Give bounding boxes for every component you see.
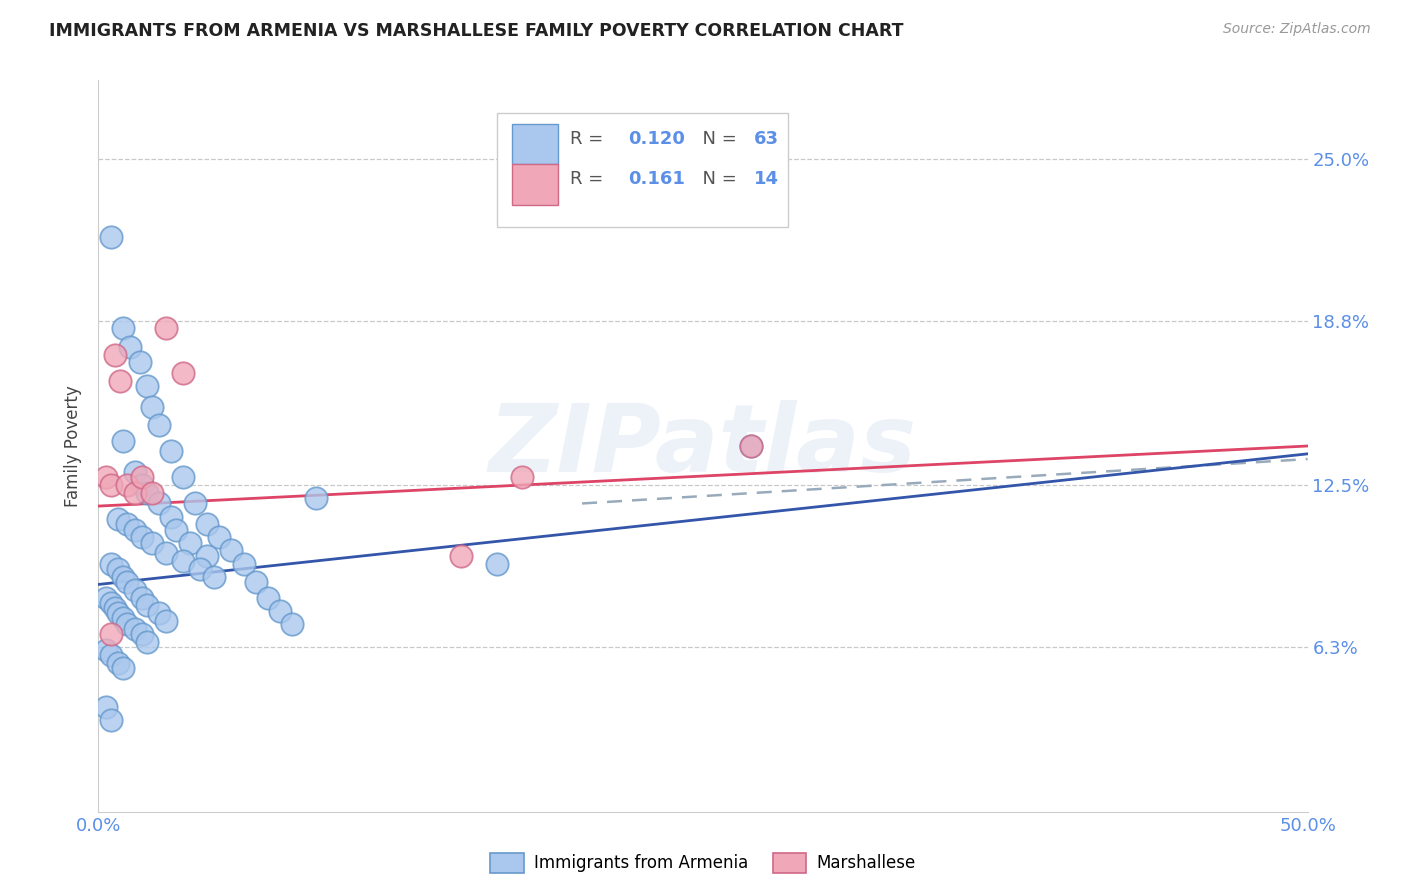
FancyBboxPatch shape [512,164,558,204]
Point [204,569,226,583]
Y-axis label: Family Poverty: Family Poverty [65,385,83,507]
Point [160,444,183,458]
Point [510,470,533,484]
Point [179,535,201,549]
Point [195,517,218,532]
Text: N =: N = [690,130,742,148]
Point [111,569,134,583]
Point [128,355,150,369]
Point [104,348,127,362]
Text: 0.120: 0.120 [628,130,685,148]
Point [124,622,146,636]
Text: R =: R = [569,170,609,188]
FancyBboxPatch shape [498,113,787,227]
Point [232,557,254,571]
FancyBboxPatch shape [512,124,558,164]
Point [111,611,134,625]
Point [188,562,211,576]
Text: 0.161: 0.161 [628,170,685,188]
Point [131,591,153,605]
Point [131,478,153,492]
Point [155,546,177,560]
Point [117,616,139,631]
Point [107,656,129,670]
Point [94,591,117,605]
Point [100,648,122,662]
Point [195,549,218,563]
Point [124,582,146,597]
Point [107,606,129,620]
Point [155,614,177,628]
Point [117,517,139,532]
Point [135,486,157,500]
Point [111,434,134,448]
Point [450,549,472,563]
Text: IMMIGRANTS FROM ARMENIA VS MARSHALLESE FAMILY POVERTY CORRELATION CHART: IMMIGRANTS FROM ARMENIA VS MARSHALLESE F… [49,22,904,40]
Point [245,574,267,589]
Text: R =: R = [569,130,609,148]
Text: ZIPatlas: ZIPatlas [489,400,917,492]
Point [148,496,170,510]
Text: 14: 14 [754,170,779,188]
Point [184,496,207,510]
Point [104,601,127,615]
Point [100,714,122,728]
Point [135,599,157,613]
Point [740,439,762,453]
Point [118,340,141,354]
Legend: Immigrants from Armenia, Marshallese: Immigrants from Armenia, Marshallese [484,847,922,880]
Point [141,400,163,414]
Point [172,470,194,484]
Point [117,574,139,589]
Point [141,535,163,549]
Point [155,321,177,335]
Text: 63: 63 [754,130,779,148]
Point [131,470,153,484]
Point [165,523,187,537]
Point [107,512,129,526]
Point [221,543,243,558]
Point [111,661,134,675]
Point [100,230,122,244]
Point [94,642,117,657]
Point [100,596,122,610]
Point [172,554,194,568]
Point [281,616,304,631]
Point [131,530,153,544]
Point [100,557,122,571]
Point [172,366,194,380]
Point [135,379,157,393]
Point [124,465,146,479]
Point [107,562,129,576]
Point [100,627,122,641]
Point [486,557,509,571]
Point [100,478,122,492]
Point [160,509,183,524]
Point [305,491,328,506]
Point [124,523,146,537]
Point [135,635,157,649]
Point [94,700,117,714]
Text: Source: ZipAtlas.com: Source: ZipAtlas.com [1223,22,1371,37]
Point [256,591,278,605]
Point [111,321,134,335]
Point [148,418,170,433]
Point [117,478,139,492]
Point [94,470,117,484]
Point [740,439,762,453]
Point [141,486,163,500]
Point [208,530,231,544]
Point [124,486,146,500]
Point [148,606,170,620]
Point [108,374,131,388]
Point [131,627,153,641]
Text: N =: N = [690,170,742,188]
Point [269,604,291,618]
